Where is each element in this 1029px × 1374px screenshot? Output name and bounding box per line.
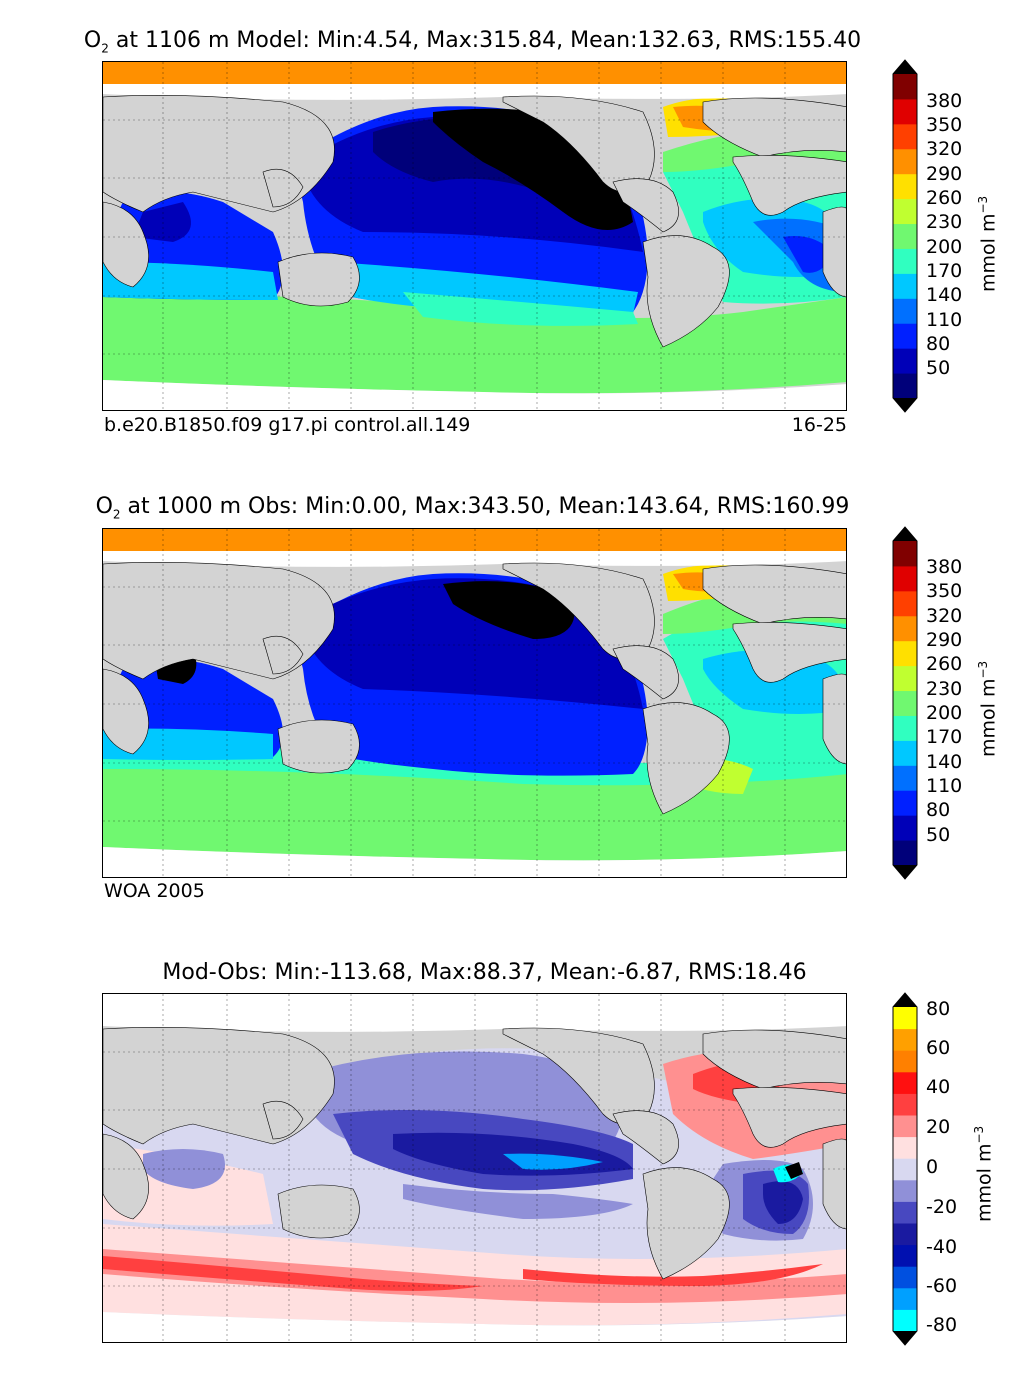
colorbar-swatch	[893, 1093, 917, 1116]
colorbar-swatch	[893, 1028, 917, 1051]
colorbar-swatch	[893, 123, 917, 150]
colorbar-swatch	[893, 565, 917, 592]
colorbar-swatch	[893, 615, 917, 642]
colorbar-swatch	[893, 765, 917, 791]
colorbar	[892, 59, 918, 413]
colorbar-swatch	[893, 690, 917, 716]
tick-label: 320	[926, 605, 963, 627]
tick-label: 350	[926, 114, 963, 136]
tick-label: 170	[926, 726, 963, 748]
colorbar-outline	[892, 526, 918, 880]
panel-title: O2 at 1106 m Model: Min:4.54, Max:315.84…	[83, 28, 862, 56]
tick-label: 200	[926, 236, 963, 258]
colorbar-swatch	[893, 148, 917, 175]
colorbar-swatch	[893, 541, 917, 567]
colorbar-swatch	[893, 373, 917, 399]
colorbar-swatch	[893, 298, 917, 324]
tick-label: 380	[926, 90, 963, 112]
map-plot	[102, 61, 847, 411]
colorbar-extend-min	[893, 865, 917, 879]
colorbar-swatch	[893, 1287, 917, 1310]
tick-label: 80	[926, 799, 951, 821]
tick-label: -40	[926, 1236, 958, 1258]
colorbar-swatch	[893, 98, 917, 125]
dataset-name: WOA 2005	[104, 880, 205, 902]
colorbar-swatch	[893, 790, 917, 816]
colorbar-swatch	[893, 1050, 917, 1073]
colorbar-swatch	[893, 1071, 917, 1094]
colorbar-swatch	[893, 1158, 917, 1181]
colorbar-extend-max	[893, 60, 917, 74]
tick-label: 350	[926, 580, 963, 602]
tick-label: 0	[926, 1156, 939, 1178]
colorbar-swatch	[893, 1244, 917, 1267]
map-plot	[102, 993, 847, 1343]
tick-label: 230	[926, 678, 963, 700]
colorbar-swatch	[893, 323, 917, 349]
colorbar-extend-min	[893, 1331, 917, 1345]
colorbar-extend-min	[893, 398, 917, 412]
colorbar	[892, 992, 918, 1346]
colorbar-swatch	[893, 223, 917, 249]
colorbar-unit: mmol m−3	[976, 195, 1000, 292]
tick-label: 110	[926, 309, 963, 331]
colorbar-swatch	[893, 348, 917, 374]
colorbar-swatch	[893, 1223, 917, 1246]
tick-label: 110	[926, 775, 963, 797]
colorbar-swatch	[893, 840, 917, 866]
colorbar-swatch	[893, 1201, 917, 1224]
year-range: 16-25	[791, 414, 847, 436]
map-plot	[102, 528, 847, 878]
colorbar-swatch	[893, 640, 917, 667]
tick-label: -80	[926, 1314, 958, 1336]
colorbar-swatch	[893, 1309, 917, 1332]
colorbar-extend-max	[893, 993, 917, 1007]
colorbar-swatch	[893, 1007, 917, 1030]
colorbar-swatch	[893, 173, 917, 200]
tick-label: 80	[926, 333, 951, 355]
colorbar-swatch	[893, 74, 917, 100]
colorbar-swatch	[893, 1115, 917, 1138]
panel-title: Mod-Obs: Min:-113.68, Max:88.37, Mean:-6…	[162, 960, 807, 985]
colorbar-swatch	[893, 273, 917, 299]
colorbar-extend-max	[893, 527, 917, 541]
panel-title: O2 at 1000 m Obs: Min:0.00, Max:343.50, …	[95, 494, 850, 522]
case-name: b.e20.B1850.f09 g17.pi control.all.149	[104, 414, 471, 436]
colorbar-swatch	[893, 590, 917, 617]
colorbar-swatch	[893, 815, 917, 841]
tick-label: 200	[926, 702, 963, 724]
tick-label: -20	[926, 1196, 958, 1218]
tick-label: 80	[926, 998, 951, 1020]
tick-label: 320	[926, 138, 963, 160]
tick-label: 140	[926, 284, 963, 306]
colorbar-swatch	[893, 1266, 917, 1289]
tick-label: 380	[926, 556, 963, 578]
colorbar-swatch	[893, 740, 917, 766]
tick-label: 60	[926, 1037, 951, 1059]
tick-label: 40	[926, 1076, 951, 1098]
tick-label: 50	[926, 357, 951, 379]
colorbar-swatch	[893, 715, 917, 741]
tick-label: -60	[926, 1275, 958, 1297]
colorbar-swatch	[893, 248, 917, 274]
tick-label: 260	[926, 187, 963, 209]
tick-label: 290	[926, 629, 963, 651]
colorbar-unit: mmol m−3	[976, 660, 1000, 757]
tick-label: 290	[926, 163, 963, 185]
colorbar-swatch	[893, 1136, 917, 1159]
colorbar-swatch	[893, 665, 917, 692]
colorbar-outline	[892, 59, 918, 413]
colorbar-unit: mmol m−3	[972, 1125, 996, 1222]
tick-label: 20	[926, 1116, 951, 1138]
tick-label: 140	[926, 751, 963, 773]
colorbar	[892, 526, 918, 880]
tick-label: 50	[926, 824, 951, 846]
tick-label: 170	[926, 260, 963, 282]
colorbar-swatch	[893, 198, 917, 225]
colorbar-swatch	[893, 1179, 917, 1202]
tick-label: 230	[926, 211, 963, 233]
tick-label: 260	[926, 653, 963, 675]
colorbar-outline	[892, 992, 918, 1346]
